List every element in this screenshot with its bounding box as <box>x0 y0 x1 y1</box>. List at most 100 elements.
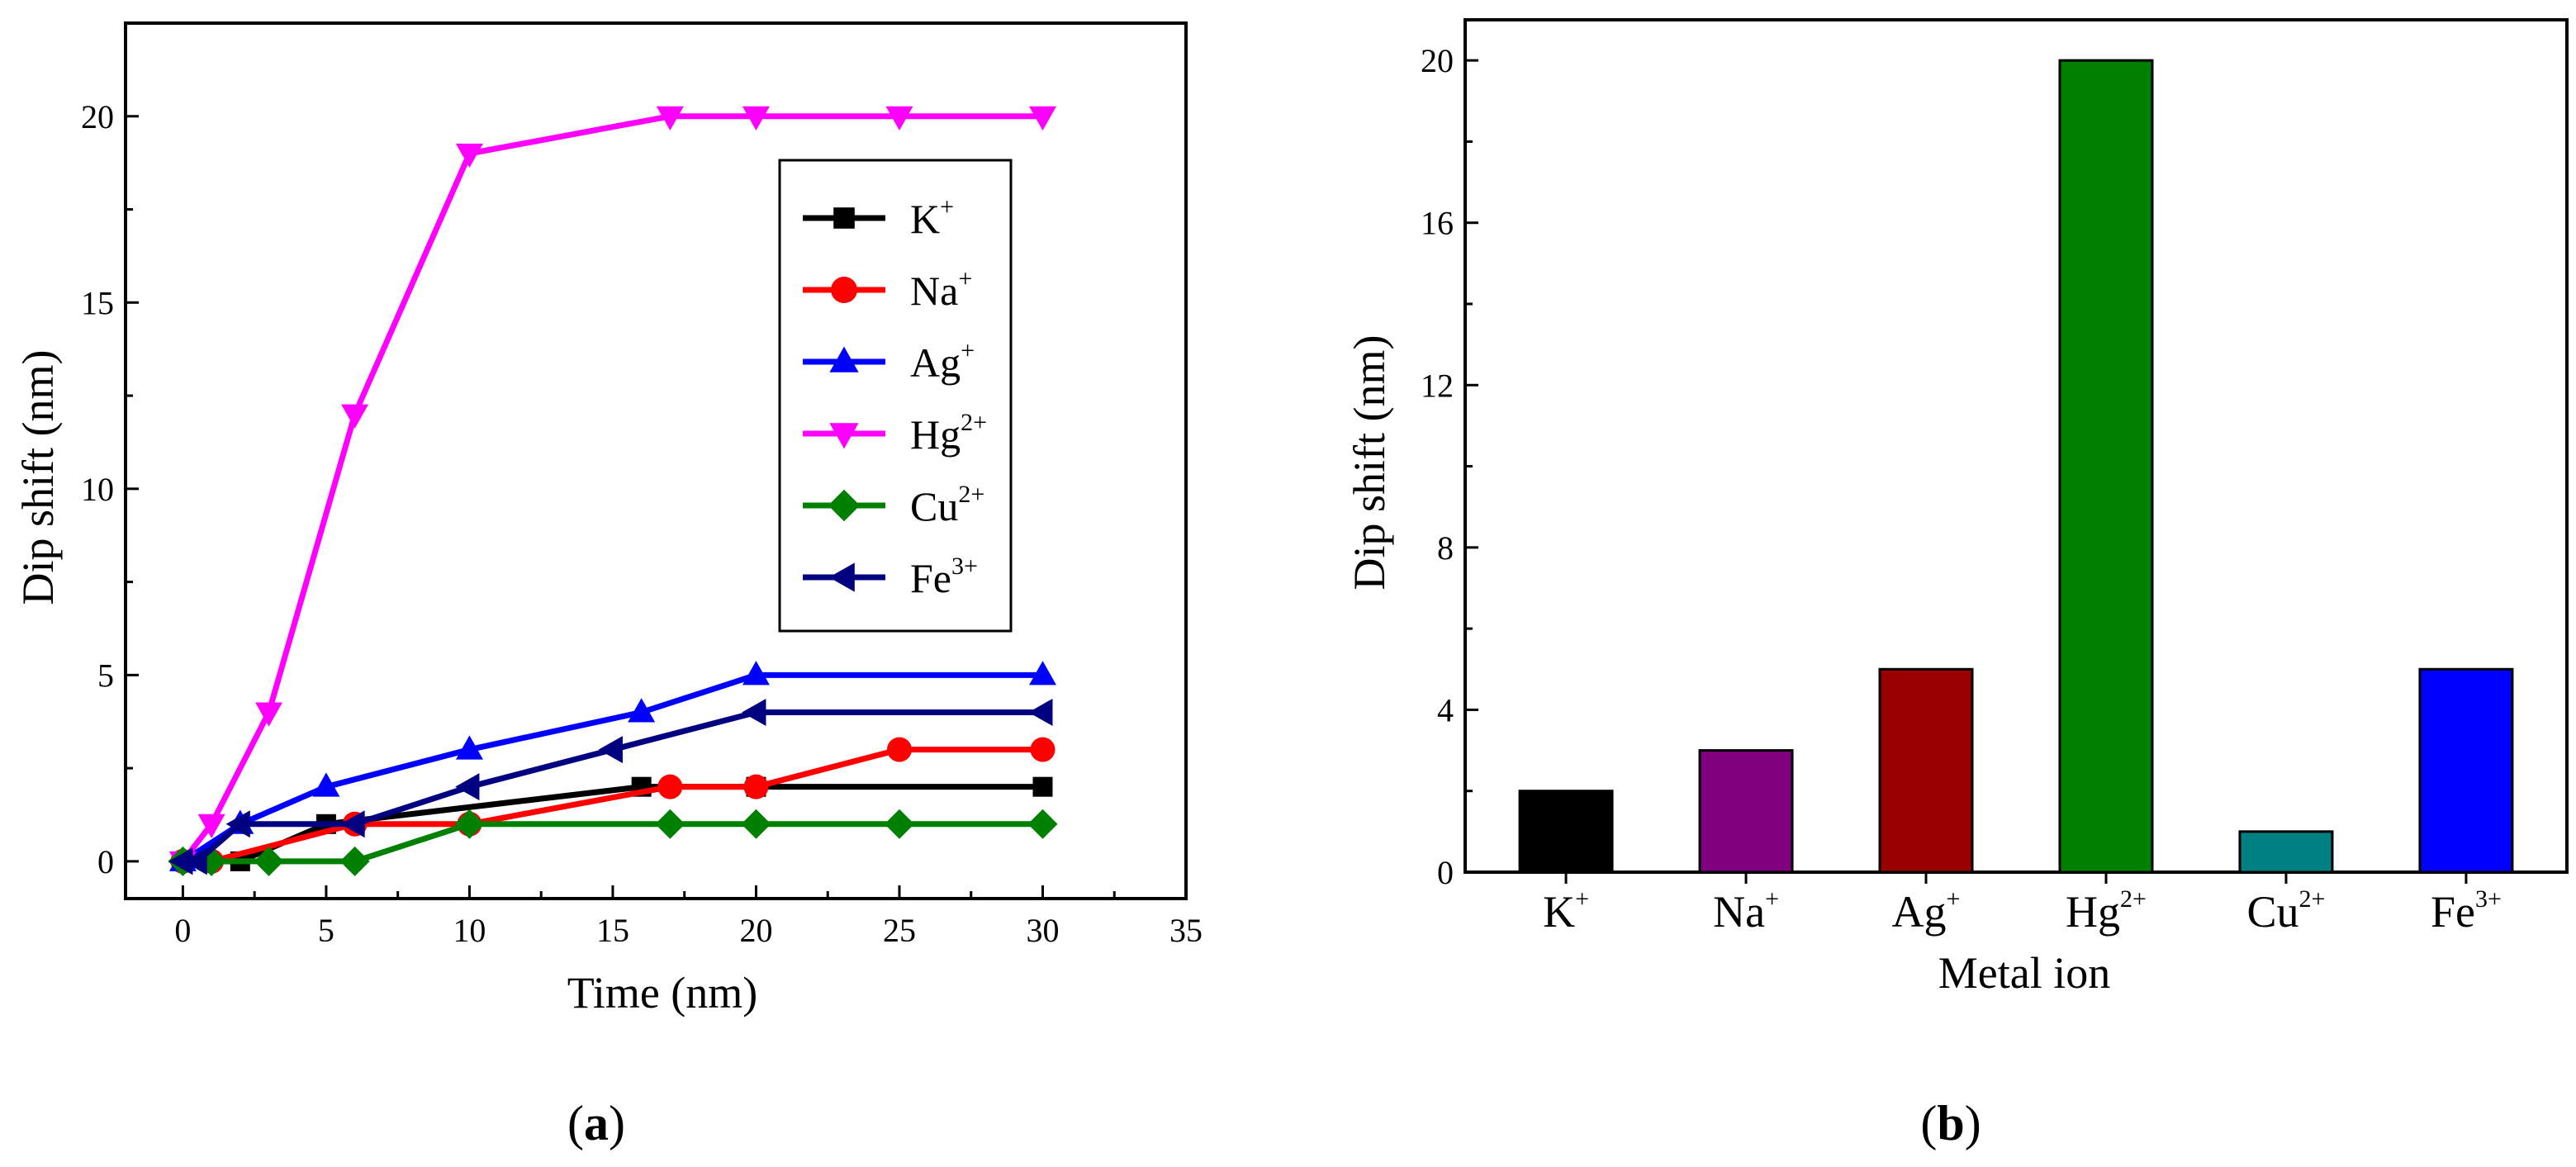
y-axis-title: Dip shift (nm) <box>1345 335 1394 591</box>
data-point-diamond-marker <box>339 846 370 876</box>
legend-label-charge: 2+ <box>958 481 984 508</box>
x-tick-label-name: Fe <box>2431 887 2475 937</box>
y-tick-label: 0 <box>1437 854 1454 891</box>
data-point-triangle-down-marker <box>455 143 483 168</box>
data-point-triangle-up-marker <box>312 772 340 797</box>
x-axis-title: Time (nm) <box>567 968 758 1018</box>
bar-ag <box>1878 667 1974 874</box>
panel-label-a: (a) <box>567 1096 625 1150</box>
data-point-circle-marker <box>657 774 683 799</box>
x-tick-label: 20 <box>739 912 772 949</box>
legend-label-name: Ag <box>910 339 961 386</box>
legend-label: Cu2+ <box>910 481 984 529</box>
series-fe <box>168 698 1053 875</box>
panel-label-b: (b) <box>1920 1096 1981 1150</box>
data-point-square-marker <box>833 207 855 229</box>
data-point-triangle-up-marker <box>742 661 770 685</box>
data-point-triangle-down-marker <box>829 423 859 449</box>
panel-label-close: ) <box>609 1096 625 1150</box>
data-point-diamond-marker <box>655 809 686 839</box>
panel-label-letter: b <box>1937 1096 1964 1150</box>
x-tick-label: 10 <box>453 912 486 949</box>
legend-label-charge: + <box>940 193 954 221</box>
data-point-triangle-down-marker <box>197 814 225 839</box>
data-point-triangle-left-marker <box>168 847 193 875</box>
data-point-diamond-marker <box>254 846 284 876</box>
legend-label: Na+ <box>910 265 972 314</box>
panel-label-letter: a <box>584 1096 609 1150</box>
data-point-triangle-up-marker <box>628 698 656 723</box>
legend-label: Ag+ <box>910 337 975 386</box>
x-tick-label-name: Cu <box>2246 887 2298 937</box>
data-point-triangle-left-marker <box>340 810 365 838</box>
data-point-diamond-marker <box>884 809 914 839</box>
data-point-triangle-down-marker <box>1028 106 1056 131</box>
x-tick-label-name: Na <box>1713 887 1765 937</box>
data-point-triangle-down-marker <box>341 404 369 429</box>
plot-frame <box>124 21 1188 900</box>
bar-cu <box>2238 830 2334 874</box>
bar-k <box>1518 790 1614 874</box>
panel-label-open: ( <box>567 1096 584 1150</box>
data-point-triangle-left-marker <box>742 698 766 726</box>
x-axis-title: Metal ion <box>1938 948 2110 998</box>
x-tick-label-name: Hg <box>2066 887 2120 937</box>
x-tick-label-charge: + <box>1575 885 1589 913</box>
x-tick-label-fe: Fe3+ <box>2431 885 2502 937</box>
data-point-diamond-marker <box>828 489 861 522</box>
legend-label-charge: 2+ <box>961 409 987 436</box>
plot-frame <box>1464 18 2569 874</box>
y-tick-label: 12 <box>1421 367 1454 404</box>
data-point-triangle-left-marker <box>455 773 480 801</box>
x-tick-label-charge: 2+ <box>2299 885 2326 913</box>
x-tick-label-charge: + <box>1947 885 1961 913</box>
legend-label-name: Cu <box>910 483 958 529</box>
y-tick-label: 5 <box>97 657 114 694</box>
y-tick-label: 0 <box>97 843 114 880</box>
y-axis-title: Dip shift (nm) <box>13 350 63 605</box>
legend-label-name: K <box>910 196 940 242</box>
x-tick-label-name: Ag <box>1892 887 1947 937</box>
x-tick-label-ag: Ag+ <box>1892 885 1961 937</box>
x-tick-label: 15 <box>596 912 629 949</box>
legend-label-charge: 3+ <box>951 553 978 580</box>
x-tick-label-charge: 2+ <box>2120 885 2147 913</box>
data-point-diamond-marker <box>741 809 771 839</box>
legend-label-name: Na <box>910 268 958 314</box>
panel-label-open: ( <box>1920 1096 1937 1150</box>
x-tick-label-hg: Hg2+ <box>2066 885 2147 937</box>
bar-na <box>1698 749 1794 874</box>
data-point-triangle-up-marker <box>829 346 859 372</box>
data-point-circle-marker <box>1030 737 1056 762</box>
series-line-na <box>183 747 1043 865</box>
data-point-triangle-down-marker <box>255 702 283 727</box>
y-tick-label: 16 <box>1421 205 1454 242</box>
data-point-diamond-marker <box>1027 809 1058 839</box>
data-point-triangle-up-marker <box>455 735 483 760</box>
data-point-triangle-left-marker <box>598 736 623 764</box>
x-tick-label-k: K+ <box>1543 885 1589 937</box>
data-point-triangle-down-marker <box>656 106 684 131</box>
legend-label: Fe3+ <box>910 553 978 601</box>
bar-hg <box>2058 59 2154 874</box>
y-tick-label: 4 <box>1437 691 1454 728</box>
data-point-triangle-up-marker <box>1028 661 1056 685</box>
data-point-diamond-marker <box>454 809 485 839</box>
x-tick-label: 25 <box>883 912 916 949</box>
x-tick-label-cu: Cu2+ <box>2246 885 2325 937</box>
legend: K+Na+Ag+Hg2+Cu2+Fe3+ <box>778 159 1013 633</box>
data-point-triangle-down-marker <box>885 106 913 131</box>
data-point-circle-marker <box>743 774 769 799</box>
y-tick-label: 20 <box>81 98 114 135</box>
panel-label-close: ) <box>1965 1096 1981 1150</box>
legend-label-name: Fe <box>910 555 951 601</box>
legend-label-name: Hg <box>910 411 961 458</box>
x-tick-label: 30 <box>1026 912 1059 949</box>
legend-box <box>778 159 1013 633</box>
line-chart-panel-a: 0 5 10 15 20 25 30 35 0 5 10 15 20 Time (nm) Dip shift… <box>13 21 1203 1150</box>
x-tick-label-na: Na+ <box>1713 885 1779 937</box>
legend-label-charge: + <box>961 337 975 364</box>
x-tick-label: 0 <box>174 912 191 949</box>
y-tick-label: 10 <box>81 471 114 508</box>
